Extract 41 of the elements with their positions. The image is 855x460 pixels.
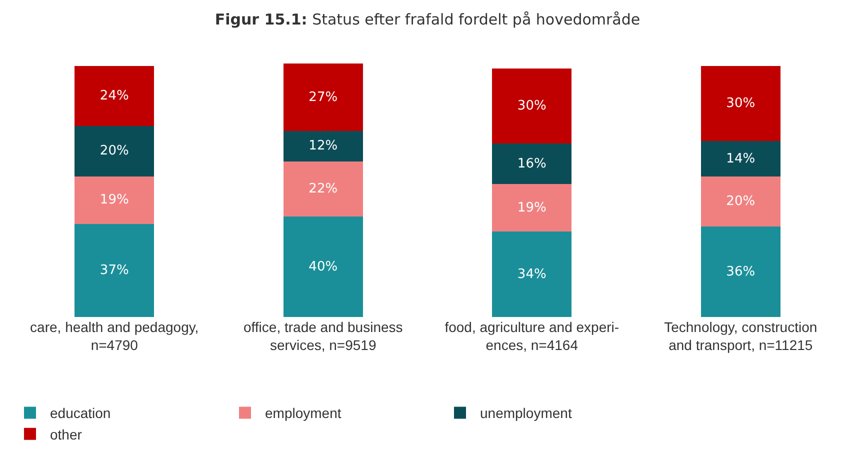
chart-title: Figur 15.1: Status efter frafald fordelt på hovedområde [214,10,640,28]
data-label: 22% [308,181,338,196]
data-label: 30% [726,96,756,112]
bar [492,232,572,317]
bar [492,68,572,144]
x-tick-label: care, health and pedagogy, n=4790 [30,319,199,354]
data-label: 27% [308,90,338,105]
bar [700,176,780,227]
data-label: 24% [100,88,129,104]
bar [74,126,154,176]
bar [700,66,780,142]
legend-label: employment [265,405,342,422]
bar [74,66,154,126]
bar [283,63,363,132]
bar [283,131,363,162]
data-label: 14% [726,151,756,166]
data-label: 34% [517,266,546,282]
data-label: 30% [517,98,546,114]
bar [700,226,780,317]
bar [700,141,780,176]
legend-label: unemployment [480,405,572,422]
data-label: 36% [726,264,756,280]
legend-label: education [50,405,111,422]
bar [74,224,154,317]
data-label: 20% [726,194,756,209]
bar [74,176,154,224]
data-label: 16% [517,156,546,172]
data-label: 40% [308,259,338,274]
bar [283,216,363,317]
data-label: 37% [100,263,129,278]
data-label: 20% [100,144,129,159]
bar [283,161,363,217]
x-tick-label: Technology, construction and transport, n=11215 [664,319,818,354]
bar [492,184,572,232]
data-label: 19% [517,200,546,216]
x-tick-label: food, agriculture and experi- ences, n=4164 [444,319,620,354]
bar [492,144,572,184]
data-label: 12% [308,138,338,154]
legend-label: other [50,426,82,442]
x-tick-label: office, trade and business services, n=9519 [243,319,403,354]
data-label: 19% [100,192,129,208]
